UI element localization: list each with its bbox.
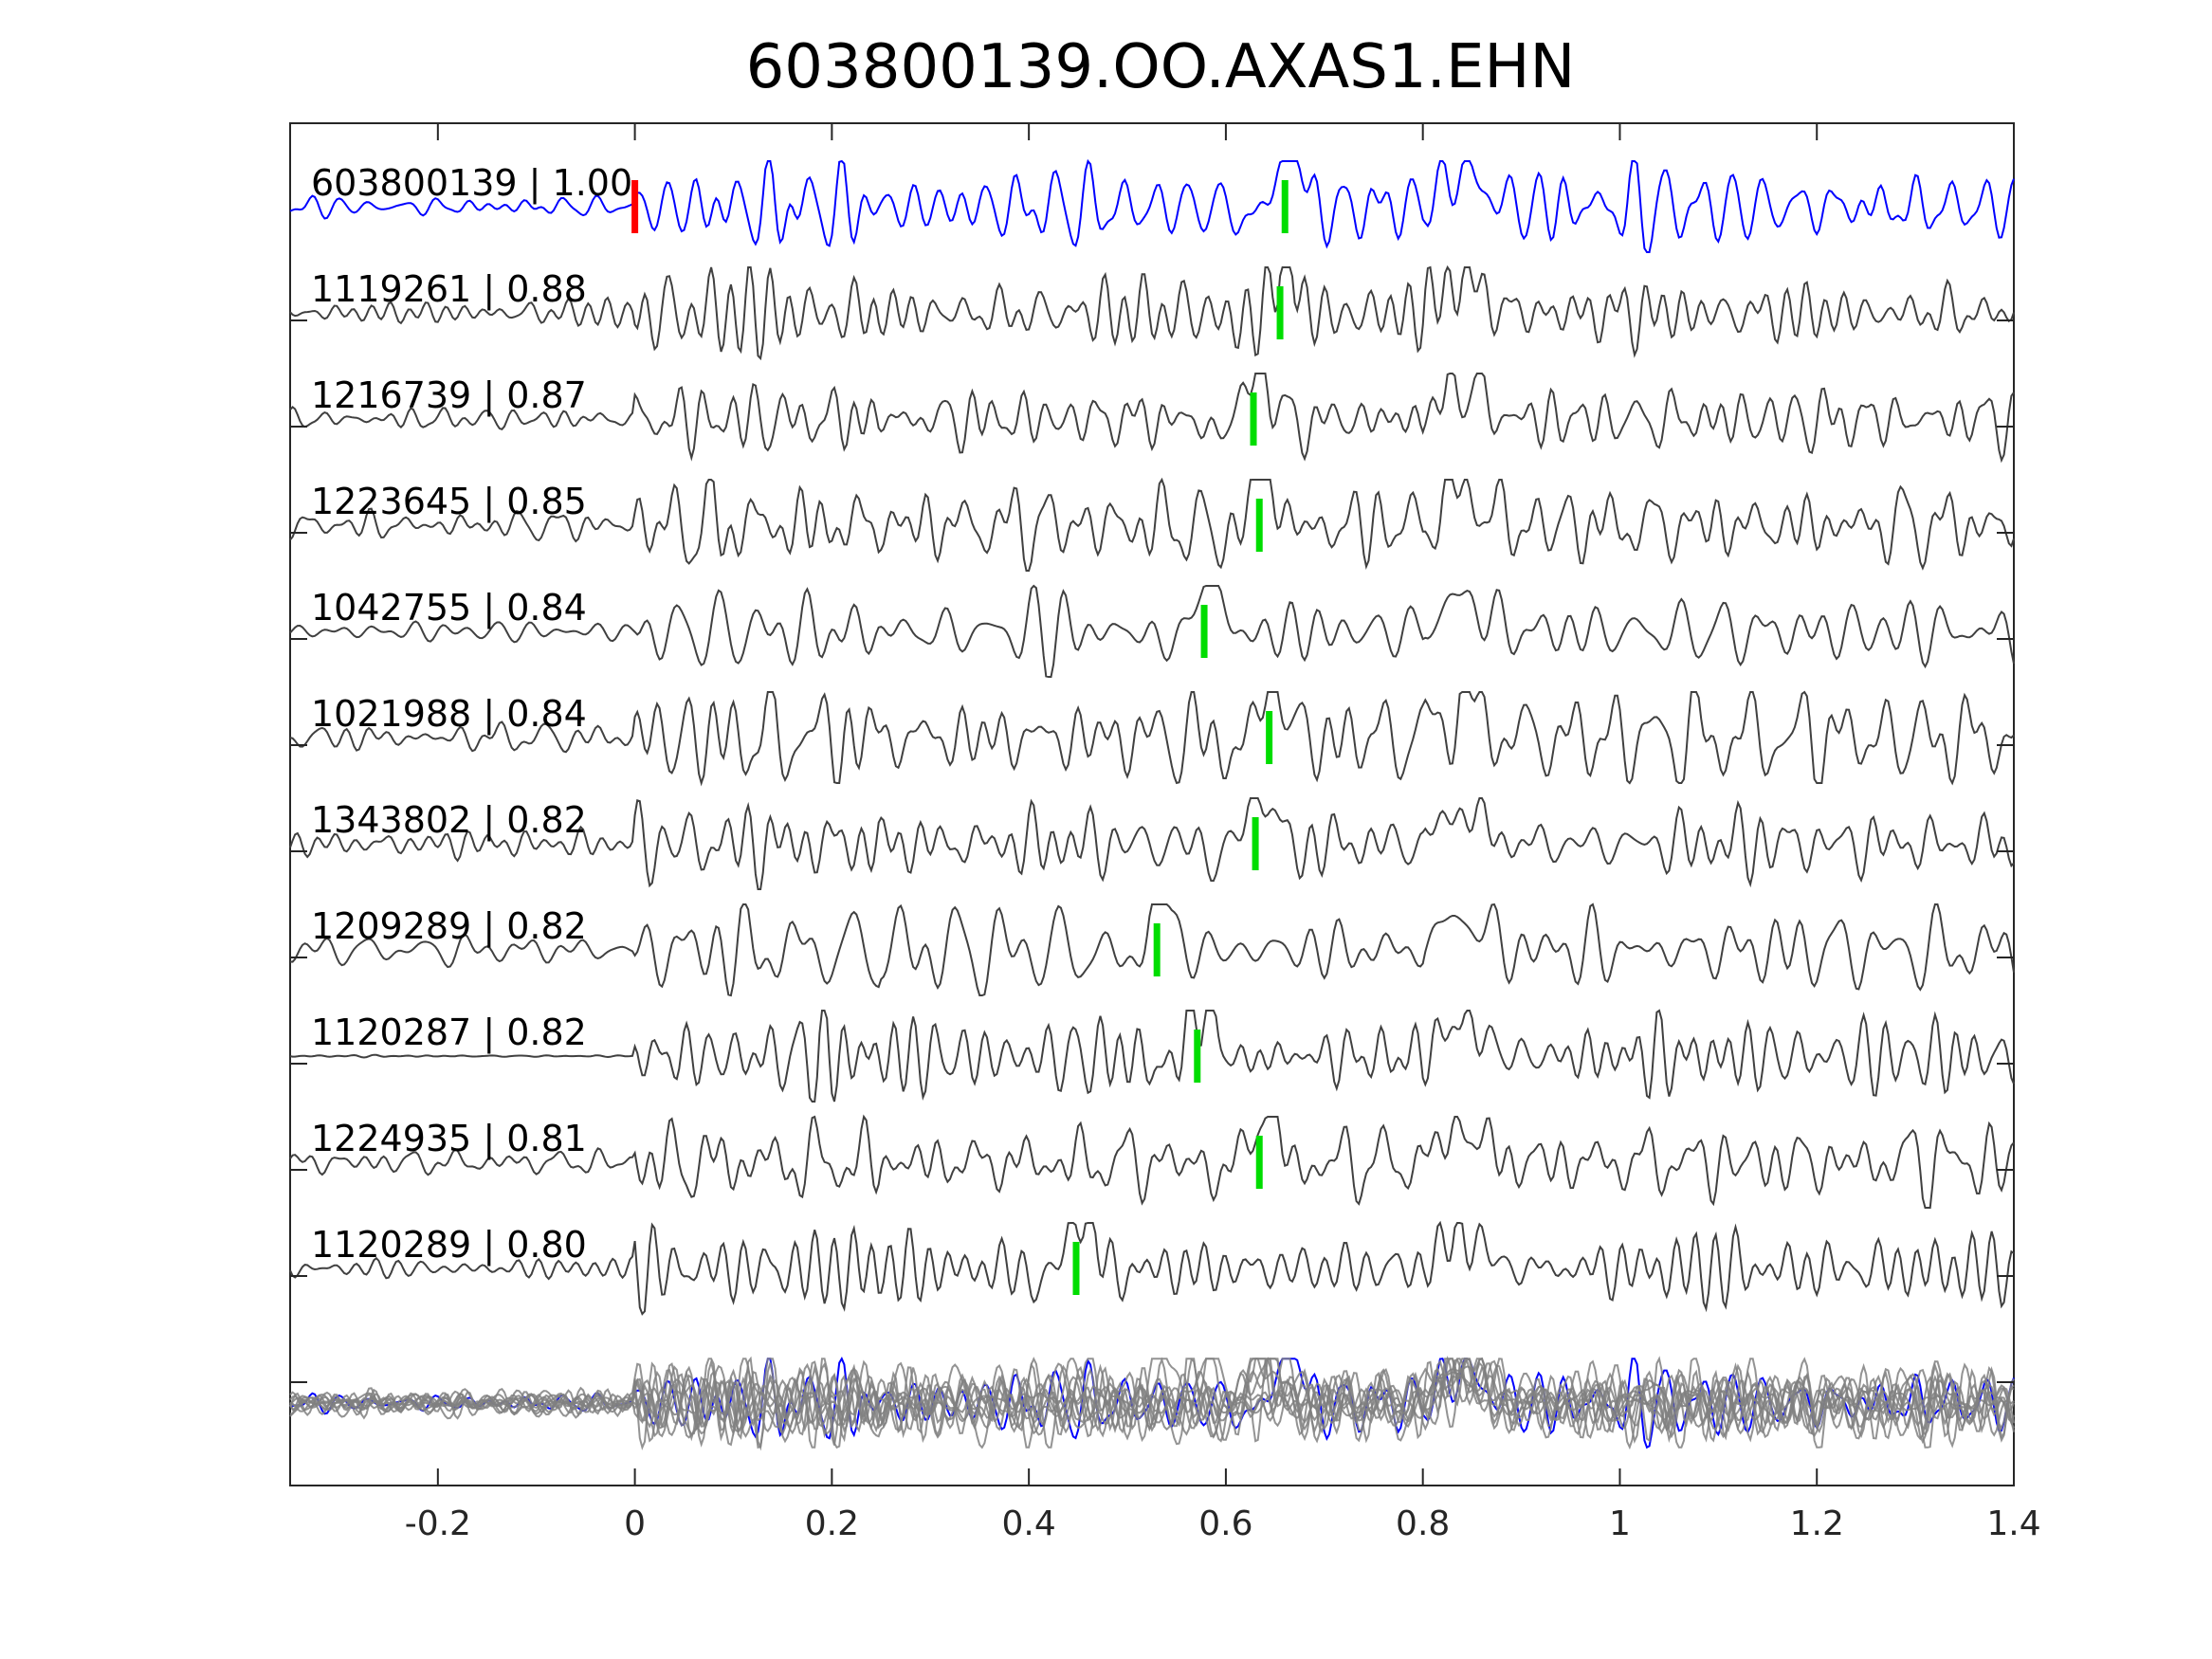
overlay-trace-1224935 [289,1358,2015,1449]
overlay-trace-1120287 [289,1356,2015,1449]
x-tick-label: 1.4 [1986,1504,2040,1543]
x-tick-label: 1 [1609,1504,1631,1543]
trace-label-1223645: 1223645 | 0.85 [311,481,587,523]
x-tick-label: 0 [624,1504,646,1543]
overlay-trace-1120289 [289,1358,2015,1450]
trace-labels-group: 603800139 | 1.00 1119261 | 0.88 1216739 | … [311,162,632,1267]
waveform-trace-1223645 [289,477,2015,572]
axes-box [289,122,2015,1486]
plot-area: 603800139 | 1.00 1119261 | 0.88 1216739 | … [289,122,2041,1543]
x-tick-label: -0.2 [405,1504,471,1543]
overlay-trace-1343802 [289,1357,2015,1449]
picks-group [631,180,1289,1295]
waveform-trace-1224935 [289,1114,2015,1209]
waveform-trace-1209289 [289,902,2015,997]
x-tick-label: 0.6 [1198,1504,1252,1543]
waveform-trace-603800139 [289,158,2015,253]
x-tick-label: 0.2 [805,1504,859,1543]
chart-title: 603800139.OO.AXAS1.EHN [746,32,1576,102]
waveform-trace-1119261 [289,264,2015,361]
trace-label-1216739: 1216739 | 0.87 [311,374,587,417]
x-tick-label: 0.4 [1002,1504,1056,1543]
trace-label-1343802: 1343802 | 0.82 [311,799,587,842]
trace-label-1120287: 1120287 | 0.82 [311,1012,587,1054]
waveform-trace-1120289 [289,1220,2015,1316]
trace-label-1119261: 1119261 | 0.88 [311,268,587,311]
waveform-trace-1120287 [289,1009,2015,1103]
x-tick-label: 0.8 [1396,1504,1450,1543]
trace-label-1224935: 1224935 | 0.81 [311,1118,587,1160]
x-axis: -0.2 0 0.2 0.4 0.6 0.8 1 1.2 1.4 [290,123,2041,1543]
waveform-trace-1042755 [289,584,2015,678]
waveform-trace-1021988 [289,690,2015,787]
trace-label-1021988: 1021988 | 0.84 [311,693,587,736]
trace-label-1042755: 1042755 | 0.84 [311,587,587,629]
trace-label-1209289: 1209289 | 0.82 [311,905,587,948]
traces-group [289,158,2015,1316]
trace-label-603800139: 603800139 | 1.00 [311,162,632,205]
overlay-stack [289,1355,2015,1451]
trace-label-1120289: 1120289 | 0.80 [311,1224,587,1267]
waveform-trace-1343802 [289,797,2015,890]
x-tick-label: 1.2 [1790,1504,1844,1543]
waveform-trace-1216739 [289,373,2015,464]
